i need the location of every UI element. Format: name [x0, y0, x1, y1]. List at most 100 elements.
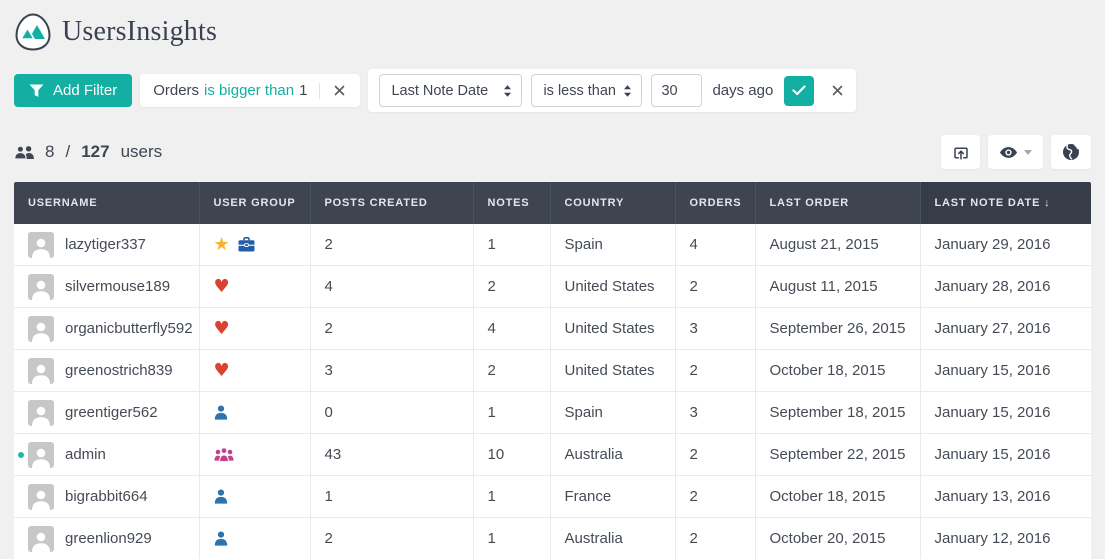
export-icon	[953, 144, 969, 160]
globe-icon	[1062, 143, 1080, 161]
orders-cell: 2	[675, 434, 755, 476]
username[interactable]: greentiger562	[65, 404, 158, 421]
user-icon	[214, 405, 228, 420]
count-separator: /	[65, 142, 70, 162]
table-row[interactable]: admin 43 10 Australia 2 September 22, 20…	[14, 434, 1091, 476]
column-header-username[interactable]: USERNAME	[14, 182, 199, 224]
heart-icon: ♥	[214, 362, 230, 380]
avatar	[28, 526, 54, 552]
geolocation-button[interactable]	[1051, 135, 1091, 169]
table-body: lazytiger337 ★ 2 1 Spain 4 August 21, 20…	[14, 224, 1091, 559]
table-row[interactable]: lazytiger337 ★ 2 1 Spain 4 August 21, 20…	[14, 224, 1091, 266]
remove-filter-button[interactable]	[332, 83, 347, 98]
orders-cell: 3	[675, 392, 755, 434]
username[interactable]: silvermouse189	[65, 278, 170, 295]
days-value-input[interactable]	[651, 74, 702, 107]
username[interactable]: greenostrich839	[65, 362, 173, 379]
apply-filter-button[interactable]	[784, 76, 814, 106]
divider	[319, 83, 320, 99]
briefcase-icon	[238, 237, 255, 252]
posts-created-cell: 2	[310, 308, 473, 350]
cancel-filter-button[interactable]	[830, 83, 845, 98]
last-note-date-cell: January 27, 2016	[920, 308, 1091, 350]
group-icon	[214, 447, 234, 462]
last-note-date-cell: January 15, 2016	[920, 392, 1091, 434]
notes-cell: 1	[473, 224, 550, 266]
days-ago-label: days ago	[712, 82, 773, 99]
last-order-cell: October 18, 2015	[755, 350, 920, 392]
username[interactable]: lazytiger337	[65, 236, 146, 253]
orders-cell: 2	[675, 476, 755, 518]
last-note-date-cell: January 15, 2016	[920, 434, 1091, 476]
user-group-cell	[199, 392, 310, 434]
total-count: 127	[81, 142, 109, 162]
online-dot-icon	[18, 452, 24, 458]
column-header-last-order[interactable]: LAST ORDER	[755, 182, 920, 224]
column-header-posts-created[interactable]: POSTS CREATED	[310, 182, 473, 224]
column-header-country[interactable]: COUNTRY	[550, 182, 675, 224]
avatar	[28, 484, 54, 510]
users-table: USERNAME USER GROUP POSTS CREATED NOTES …	[14, 182, 1091, 559]
user-group-cell: ♥	[199, 350, 310, 392]
table-row[interactable]: bigrabbit664 1 1 France 2 October 18, 20…	[14, 476, 1091, 518]
username[interactable]: organicbutterfly592	[65, 320, 193, 337]
export-button[interactable]	[941, 135, 980, 169]
column-header-user-group[interactable]: USER GROUP	[199, 182, 310, 224]
column-header-last-note-date[interactable]: LAST NOTE DATE ↓	[920, 182, 1091, 224]
notes-cell: 2	[473, 350, 550, 392]
last-order-cell: September 18, 2015	[755, 392, 920, 434]
operator-select[interactable]: is less than	[531, 74, 642, 107]
orders-cell: 2	[675, 266, 755, 308]
last-order-cell: August 21, 2015	[755, 224, 920, 266]
table-row[interactable]: silvermouse189 ♥ 4 2 United States 2 Aug…	[14, 266, 1091, 308]
username[interactable]: admin	[65, 446, 106, 463]
username[interactable]: bigrabbit664	[65, 488, 148, 505]
user-group-cell	[199, 476, 310, 518]
table-row[interactable]: greentiger562 0 1 Spain 3 September 18, …	[14, 392, 1091, 434]
table-row[interactable]: organicbutterfly592 ♥ 2 4 United States …	[14, 308, 1091, 350]
country-cell: France	[550, 476, 675, 518]
last-order-cell: October 18, 2015	[755, 476, 920, 518]
operator-select-value: is less than	[543, 83, 616, 99]
avatar	[28, 274, 54, 300]
heart-icon: ♥	[214, 320, 230, 338]
user-group-cell: ★	[199, 224, 310, 266]
chevron-down-icon	[1024, 150, 1032, 155]
notes-cell: 1	[473, 392, 550, 434]
country-cell: United States	[550, 266, 675, 308]
mountains-logo-icon	[13, 12, 53, 52]
posts-created-cell: 3	[310, 350, 473, 392]
user-group-cell: ♥	[199, 308, 310, 350]
avatar	[28, 442, 54, 468]
eye-icon	[999, 146, 1018, 159]
filter-value: 1	[299, 82, 307, 99]
last-order-cell: September 22, 2015	[755, 434, 920, 476]
heart-icon: ♥	[214, 278, 230, 296]
last-order-cell: September 26, 2015	[755, 308, 920, 350]
country-cell: Australia	[550, 434, 675, 476]
applied-filter-chip: Orders is bigger than 1	[140, 74, 360, 107]
avatar	[28, 316, 54, 342]
table-row[interactable]: greenostrich839 ♥ 3 2 United States 2 Oc…	[14, 350, 1091, 392]
funnel-icon	[29, 84, 44, 98]
filter-editor: Last Note Date is less than days ago	[368, 69, 856, 112]
orders-cell: 4	[675, 224, 755, 266]
notes-cell: 1	[473, 476, 550, 518]
table-toolbar	[941, 135, 1091, 169]
app-title: UsersInsights	[62, 16, 217, 48]
stats-row: 8 / 127 users	[0, 135, 1105, 169]
users-label: users	[121, 142, 163, 162]
select-arrows-icon	[503, 84, 512, 98]
view-options-button[interactable]	[988, 135, 1043, 169]
star-icon: ★	[214, 236, 230, 254]
field-select[interactable]: Last Note Date	[379, 74, 522, 107]
column-header-orders[interactable]: ORDERS	[675, 182, 755, 224]
add-filter-button[interactable]: Add Filter	[14, 74, 132, 107]
column-header-notes[interactable]: NOTES	[473, 182, 550, 224]
notes-cell: 2	[473, 266, 550, 308]
country-cell: United States	[550, 308, 675, 350]
avatar	[28, 232, 54, 258]
username[interactable]: greenlion929	[65, 530, 152, 547]
posts-created-cell: 2	[310, 224, 473, 266]
user-icon	[214, 531, 228, 546]
